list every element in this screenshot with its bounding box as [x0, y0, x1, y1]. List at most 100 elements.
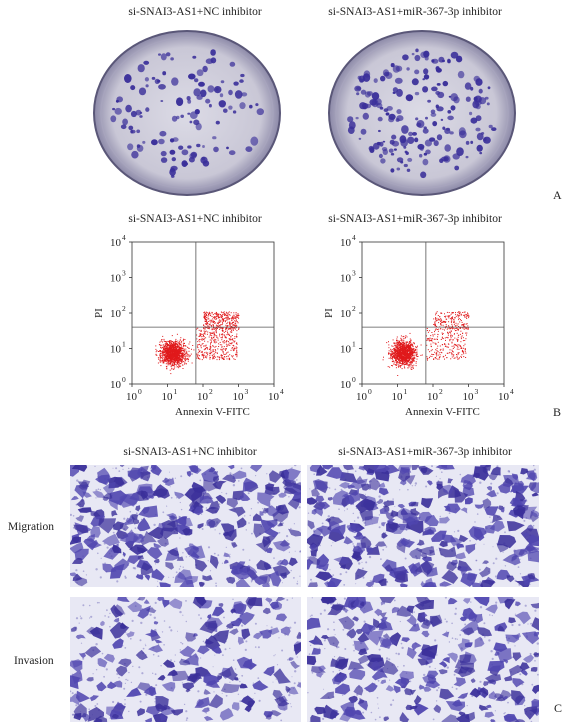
stained-cell: [465, 544, 476, 555]
stained-cell: [393, 685, 401, 694]
event-dot: [448, 315, 450, 317]
colony-dot: [355, 116, 359, 120]
colony-dot: [371, 92, 380, 101]
event-dot: [213, 341, 215, 343]
event-dot: [407, 362, 409, 364]
event-dot: [453, 320, 455, 322]
colony-dot: [187, 112, 191, 115]
event-dot: [165, 357, 167, 359]
stained-cell: [439, 540, 448, 548]
event-dot: [214, 316, 216, 318]
event-dot: [178, 347, 180, 349]
event-dot: [210, 315, 212, 317]
event-dot: [393, 352, 395, 354]
event-dot: [168, 355, 170, 357]
colony-dot: [363, 70, 371, 78]
stained-cell: [486, 486, 492, 491]
event-dot: [197, 354, 199, 356]
event-dot: [405, 347, 407, 349]
event-dot: [203, 316, 205, 317]
event-dot: [172, 351, 174, 353]
stained-cell: [478, 704, 489, 711]
event-dot: [204, 320, 206, 322]
colony-dot: [406, 67, 410, 71]
event-dot: [183, 342, 185, 344]
stained-cell: [252, 513, 263, 522]
event-dot: [413, 354, 415, 356]
event-dot: [400, 345, 402, 347]
event-dot: [160, 354, 162, 356]
event-dot: [214, 355, 216, 357]
colony-dot: [210, 49, 216, 56]
event-dot: [451, 320, 453, 322]
stained-cell: [308, 639, 320, 645]
event-dot: [406, 359, 408, 360]
y-axis-label: PI: [323, 308, 335, 318]
event-dot: [442, 321, 444, 323]
colony-dot: [406, 168, 411, 172]
event-dot: [238, 314, 240, 316]
event-dot: [452, 339, 454, 340]
event-dot: [163, 360, 165, 362]
event-dot: [227, 333, 229, 335]
event-dot: [217, 323, 219, 325]
stained-cell: [265, 547, 273, 554]
event-dot: [459, 345, 461, 346]
colony-dot: [470, 140, 474, 144]
y-axis-label: PI: [93, 308, 105, 318]
event-dot: [167, 340, 169, 342]
event-dot: [173, 341, 175, 343]
stained-cell: [442, 657, 450, 664]
event-dot: [233, 318, 234, 320]
event-dot: [405, 335, 407, 337]
event-dot: [409, 340, 411, 342]
y-tick-label: 10: [340, 273, 352, 285]
event-dot: [192, 345, 194, 346]
stained-cell: [455, 552, 466, 560]
event-dot: [173, 360, 175, 362]
event-dot: [233, 316, 235, 318]
event-dot: [216, 318, 218, 319]
event-dot: [394, 354, 396, 356]
event-dot: [445, 354, 446, 356]
event-dot: [228, 358, 230, 360]
event-dot: [398, 360, 400, 362]
event-dot: [465, 315, 467, 317]
stained-cell: [90, 510, 101, 517]
stained-cell: [454, 659, 475, 674]
colony-dot: [136, 144, 141, 148]
y-tick-exponent: 1: [352, 340, 356, 349]
event-dot: [228, 357, 230, 359]
event-dot: [169, 349, 171, 351]
stained-cell: [520, 468, 529, 475]
stained-cell: [328, 521, 341, 531]
event-dot: [391, 345, 393, 347]
event-dot: [456, 338, 458, 340]
event-dot: [170, 356, 172, 358]
event-dot: [408, 356, 410, 358]
stained-cell: [73, 713, 82, 721]
stained-cell: [422, 674, 436, 685]
stained-cell: [167, 548, 180, 557]
event-dot: [203, 328, 205, 330]
event-dot: [408, 348, 410, 350]
event-dot: [178, 353, 180, 355]
colony-dot: [442, 80, 449, 87]
event-dot: [173, 358, 175, 360]
stained-cells: [307, 597, 539, 722]
event-dot: [236, 352, 238, 354]
event-dot: [216, 352, 218, 354]
event-dot: [404, 355, 406, 356]
event-dot: [179, 350, 181, 352]
stained-cell: [256, 559, 272, 571]
event-dot: [402, 357, 404, 359]
event-dot: [168, 348, 169, 350]
stained-cell: [72, 573, 83, 581]
event-dot: [451, 352, 453, 354]
event-dot: [437, 354, 439, 356]
stained-cell: [77, 507, 92, 513]
event-dot: [204, 340, 206, 342]
event-dot: [184, 350, 186, 352]
event-dot: [163, 344, 164, 346]
event-dot: [173, 354, 175, 356]
